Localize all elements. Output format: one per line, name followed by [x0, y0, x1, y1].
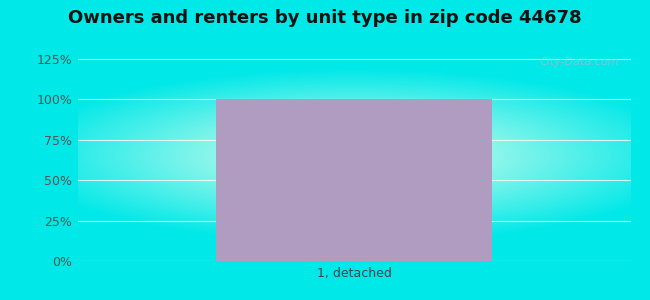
Bar: [216, 100, 493, 261]
Text: City-Data.com: City-Data.com: [540, 57, 619, 67]
Text: Owners and renters by unit type in zip code 44678: Owners and renters by unit type in zip c…: [68, 9, 582, 27]
